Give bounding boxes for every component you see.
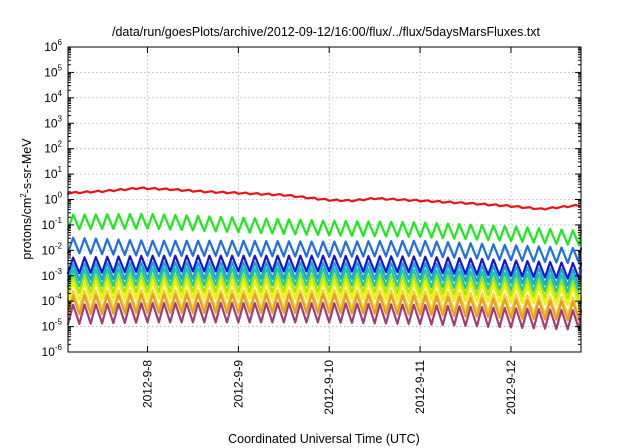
series-line-8 (66, 279, 583, 307)
y-tick-label: 106 (44, 38, 62, 54)
series-line-11 (66, 302, 583, 331)
x-tick-label: 2012-9-9 (231, 360, 245, 408)
series-line-9 (66, 288, 583, 317)
y-tick-label: 105 (44, 63, 62, 79)
y-tick-label: 10-6 (42, 343, 63, 359)
x-axis-label: Coordinated Universal Time (UTC) (228, 432, 420, 446)
y-tick-label: 10-3 (42, 267, 63, 283)
y-axis-label: protons/cm2-s-sr-MeV (19, 138, 34, 260)
y-axis-label-prefix: protons/cm (20, 198, 34, 260)
y-tick-label: 102 (44, 140, 62, 156)
y-tick-label: 101 (44, 165, 62, 181)
x-tick-label: 2012-9-10 (322, 360, 336, 415)
y-tick-label: 100 (44, 191, 62, 207)
axis-ticks (68, 46, 581, 353)
series-line-1 (66, 186, 581, 211)
y-tick-label: 10-1 (42, 216, 63, 232)
chart-title: /data/run/goesPlots/archive/2012-09-12/1… (112, 25, 541, 39)
x-tick-label: 2012-9-12 (504, 360, 518, 415)
series-line-7 (66, 273, 583, 301)
x-tick-labels: 2012-9-8 2012-9-9 2012-9-10 2012-9-11 2012-9… (141, 360, 518, 415)
y-tick-label: 10-4 (42, 292, 63, 308)
series-line-4 (66, 254, 583, 281)
series-line-6 (66, 267, 583, 294)
y-tick-label: 103 (44, 114, 62, 130)
series-line-3 (66, 236, 583, 265)
x-tick-label: 2012-9-11 (413, 360, 427, 414)
series-line-10 (66, 293, 583, 322)
x-tick-label: 2012-9-8 (141, 360, 155, 408)
y-tick-label: 10-2 (42, 241, 63, 257)
y-tick-labels: 10-6 10-5 10-4 10-3 10-2 10-1 100 101 102 103 104 1… (42, 38, 63, 359)
series-line-2 (66, 212, 583, 247)
y-axis-label-superscript: 2 (19, 193, 28, 198)
y-tick-label: 10-5 (42, 318, 63, 334)
y-tick-label: 104 (44, 89, 62, 105)
series-lines (66, 186, 583, 331)
series-line-5 (66, 261, 583, 288)
y-axis-label-suffix: -s-sr-MeV (20, 138, 34, 194)
